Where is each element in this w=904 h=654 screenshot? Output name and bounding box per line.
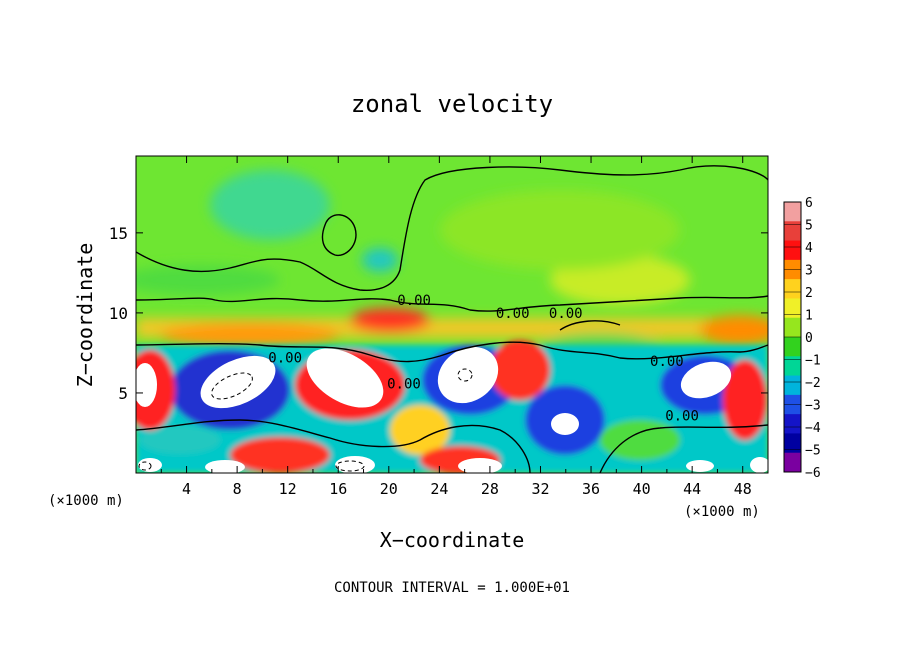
- chart-title: zonal velocity: [351, 90, 553, 118]
- colorbar-swatch: [784, 240, 801, 261]
- x-tick-label: 36: [582, 480, 600, 498]
- x-tick-label: 44: [683, 480, 701, 498]
- x-tick-label: 4: [182, 480, 191, 498]
- x-tick-label: 40: [633, 480, 651, 498]
- colorbar-label: −5: [805, 444, 821, 459]
- colorbar-swatch: [784, 375, 801, 396]
- colorbar-label: 3: [805, 264, 813, 279]
- contour-label: 0.00: [650, 354, 684, 370]
- x-tick-label: 12: [279, 480, 297, 498]
- colorbar-label: 1: [805, 309, 813, 324]
- contour-label: 0.00: [268, 351, 302, 367]
- y-axis-label: Z−coordinate: [73, 243, 97, 388]
- colorbar-swatch: [784, 298, 801, 319]
- x-tick-label: 32: [531, 480, 549, 498]
- contour-labels: 0.00 0.00 0.00 0.00 0.00 0.00 0.00: [268, 293, 699, 424]
- colorbar-label: −4: [805, 421, 821, 436]
- contour-label: 0.00: [665, 408, 699, 424]
- x-axis-ticks: 4 8 12 16 20 24 28 32 36 40 44 48: [160, 156, 752, 498]
- x-unit-label-right: (×1000 m): [684, 504, 760, 520]
- colorbar-label: 4: [805, 241, 813, 256]
- colorbar-swatch: [784, 337, 801, 357]
- colorbar-swatch: [784, 452, 801, 473]
- x-tick-label: 8: [233, 480, 242, 498]
- contour-label: 0.00: [397, 293, 431, 309]
- x-tick-label: 20: [380, 480, 398, 498]
- contour-interval-footer: CONTOUR INTERVAL = 1.000E+01: [334, 580, 570, 596]
- colorbar-swatch: [784, 433, 801, 454]
- contour-label: 0.00: [549, 306, 583, 322]
- colorbar-label: 0: [805, 331, 813, 346]
- x-axis-label: X−coordinate: [380, 528, 525, 552]
- x-tick-label: 16: [329, 480, 347, 498]
- y-tick-label: 15: [109, 224, 128, 243]
- x-tick-label: 24: [430, 480, 448, 498]
- colorbar-label: 5: [805, 219, 813, 234]
- y-axis-ticks: 5 10 15: [109, 224, 768, 403]
- x-tick-label: 28: [481, 480, 499, 498]
- colorbar-swatch: [784, 221, 801, 242]
- colorbar-swatch: [784, 356, 801, 377]
- colorbar-label: −2: [805, 376, 821, 391]
- y-tick-label: 10: [109, 304, 128, 323]
- colorbar-swatch: [784, 202, 801, 222]
- colorbar-label: 2: [805, 286, 813, 301]
- colorbar-swatch: [784, 414, 801, 434]
- x-unit-label-left: (×1000 m): [48, 493, 124, 509]
- contour-label: 0.00: [387, 376, 421, 392]
- colorbar-label: 6: [805, 196, 813, 211]
- contour-label: 0.00: [496, 306, 530, 322]
- colorbar-label: −6: [805, 466, 821, 481]
- colorbar: 6 5 4 3 2 1 0 −1 −2 −3 −4 −5 −6: [783, 196, 821, 481]
- colorbar-label: −1: [805, 354, 821, 369]
- x-tick-label: 48: [734, 480, 752, 498]
- colorbar-label: −3: [805, 399, 821, 414]
- colorbar-swatch: [784, 317, 801, 338]
- plot-frame: [135, 155, 769, 474]
- y-tick-label: 5: [118, 384, 128, 403]
- colorbar-swatch: [784, 279, 801, 299]
- velocity-field: 0.00 0.00 0.00 0.00 0.00 0.00 0.00: [136, 156, 768, 473]
